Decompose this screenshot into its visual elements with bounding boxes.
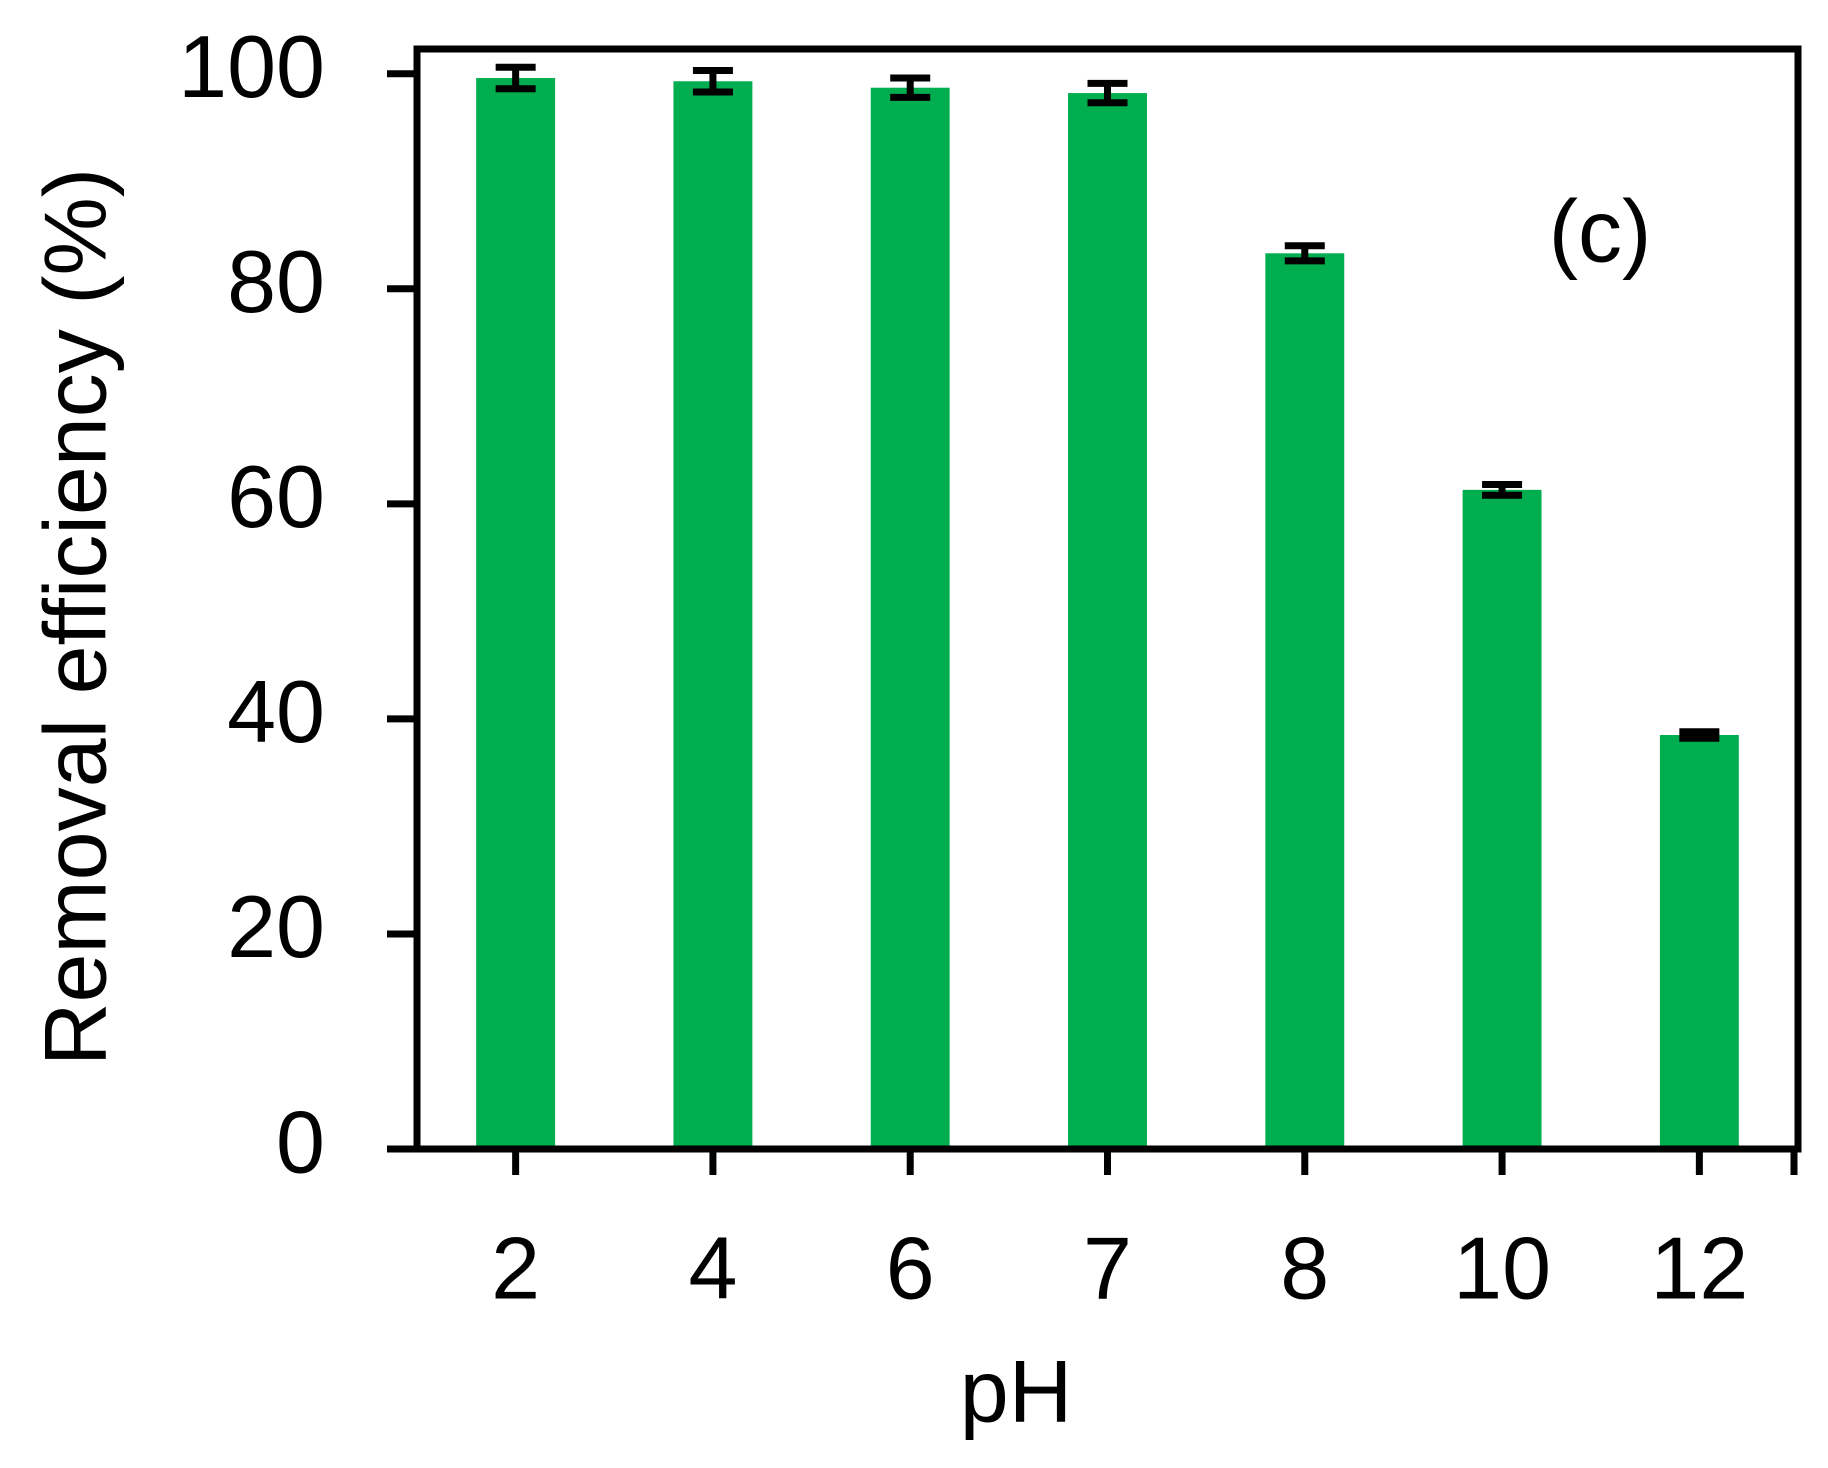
error-bar [1679,728,1720,742]
x-tick-label: 2 [491,1218,540,1317]
x-tick-label: 6 [886,1218,935,1317]
y-axis-label: Removal efficiency (%) [25,168,124,1066]
plot-frame [413,45,1802,1153]
bar [1659,735,1739,1149]
y-tick-label: 40 [227,662,325,761]
x-tick-label: 4 [688,1218,737,1317]
y-tick-label: 60 [227,447,325,546]
y-tick-label: 100 [178,17,325,116]
bar [1265,253,1345,1149]
annotation: (c) [1549,181,1652,280]
x-tick-label: 12 [1650,1218,1748,1317]
error-bar [1087,79,1128,107]
y-tick-label: 80 [227,232,325,331]
bar [870,87,950,1149]
error-bar [890,74,931,101]
error-bar [1284,242,1325,265]
error-bar [692,67,733,96]
bar [1068,93,1147,1149]
bar [476,78,556,1150]
y-tick-label: 20 [227,877,325,976]
error-bar [1482,480,1523,499]
bar [1462,489,1542,1149]
x-tick-label: 7 [1083,1218,1132,1317]
x-tick-label: 8 [1280,1218,1329,1317]
x-tick-label: 10 [1453,1218,1551,1317]
x-axis-label: pH [960,1341,1073,1440]
y-tick-label: 0 [276,1092,325,1191]
bar [673,81,753,1150]
error-bar [495,63,536,93]
